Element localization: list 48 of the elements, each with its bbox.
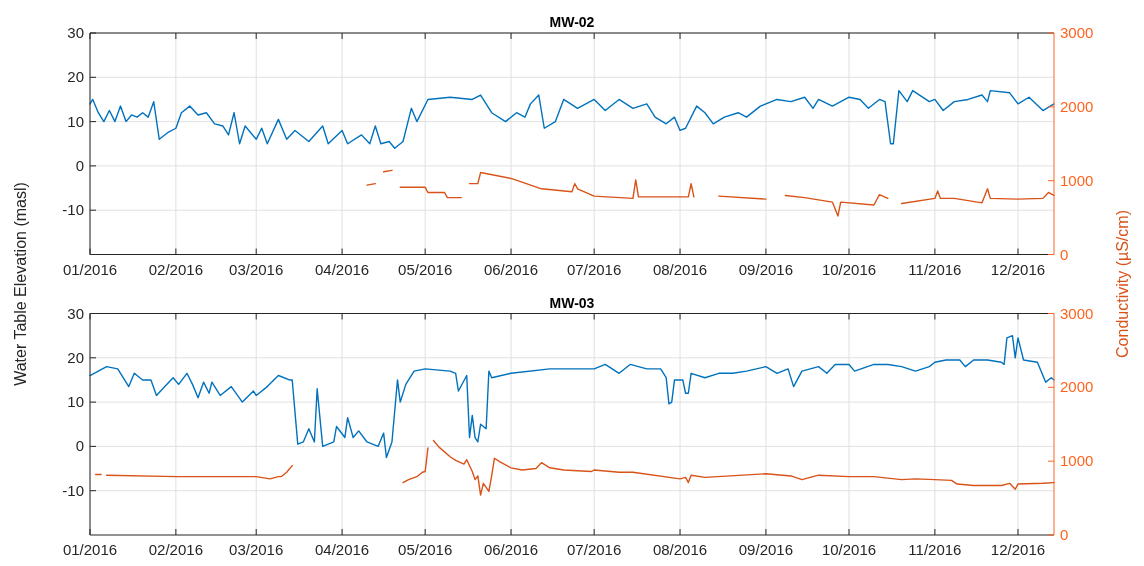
x-tick-label: 03/2016 (229, 260, 284, 278)
x-tick-label: 07/2016 (567, 260, 622, 278)
y-tick-label: 10 (67, 112, 84, 130)
x-tick-label: 12/2016 (990, 541, 1046, 558)
x-tick-label: 10/2016 (821, 260, 877, 278)
x-tick-label: 08/2016 (652, 541, 708, 558)
x-tick-label: 05/2016 (398, 260, 453, 278)
y-tick-label: 0 (75, 156, 84, 174)
x-tick-label: 02/2016 (148, 541, 203, 558)
x-tick-label: 08/2016 (652, 260, 708, 278)
x-tick-label: 06/2016 (483, 541, 539, 558)
y-tick-label: -10 (62, 201, 84, 219)
x-tick-label: 11/2016 (908, 541, 962, 558)
y-tick-label: 30 (67, 24, 84, 41)
x-tick-label: 12/2016 (990, 260, 1046, 278)
x-tick-label: 06/2016 (483, 260, 539, 278)
y-axis-title: Water Table Elevation (masl) (12, 182, 29, 386)
line-series (89, 334, 1055, 459)
x-tick-label: 03/2016 (229, 541, 284, 558)
y2-tick-label: 1000 (1060, 171, 1094, 189)
x-tick-label: 10/2016 (821, 541, 877, 558)
x-tick-label: 01/2016 (62, 541, 118, 558)
y2-tick-label: 2000 (1060, 97, 1094, 115)
chart-title: MW-03 (549, 294, 595, 311)
x-tick-label: 05/2016 (398, 541, 453, 558)
line-series (89, 89, 1055, 149)
y2-tick-label: 3000 (1060, 304, 1094, 322)
x-tick-label: 07/2016 (567, 541, 622, 558)
y-tick-label: 20 (67, 68, 84, 86)
y-tick-label: 30 (67, 304, 84, 322)
x-tick-label: 09/2016 (738, 260, 794, 278)
y2-tick-label: 0 (1060, 526, 1069, 543)
x-tick-label: 04/2016 (314, 541, 370, 558)
y-tick-label: -10 (62, 481, 84, 499)
y2-tick-label: 1000 (1060, 452, 1094, 470)
y2-tick-label: 3000 (1060, 24, 1094, 41)
x-tick-label: 01/2016 (62, 260, 118, 278)
x-tick-label: 02/2016 (148, 260, 203, 278)
chart-title: MW-02 (549, 14, 595, 30)
y2-tick-label: 2000 (1060, 378, 1094, 396)
y-tick-label: 0 (75, 437, 84, 455)
y2-tick-label: 0 (1060, 245, 1069, 263)
x-tick-label: 09/2016 (738, 541, 794, 558)
y-tick-label: 20 (67, 348, 84, 366)
x-tick-label: 11/2016 (908, 260, 962, 278)
y2-axis-title: Conductivity (µS/cm) (1114, 210, 1131, 358)
y-tick-label: 10 (67, 393, 84, 411)
x-tick-label: 04/2016 (314, 260, 370, 278)
